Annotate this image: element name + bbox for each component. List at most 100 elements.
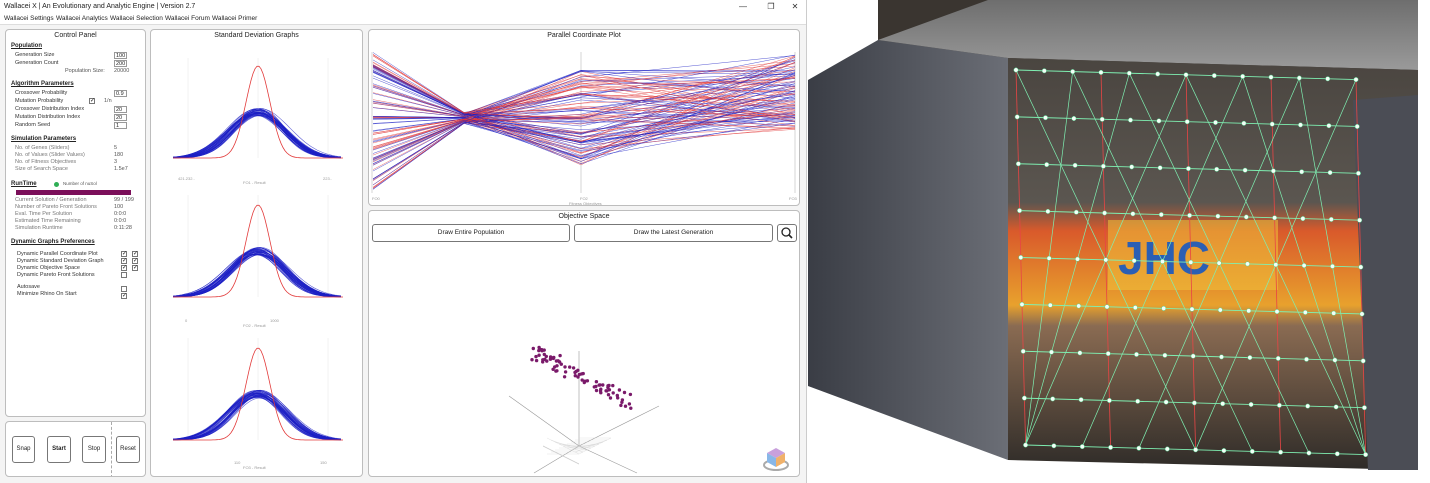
pareto-count-label: Number of Pareto Front Solutions [15,204,97,210]
grid-node [1214,166,1220,172]
objective-point [530,358,534,362]
sd-graphs-panel: Standard Deviation Graphs 421.232.. FO1 … [150,29,363,477]
start-button[interactable]: Start [47,436,71,463]
grid-node [1046,255,1052,261]
sim-runtime-label: Simulation Runtime [15,225,63,231]
stop-button[interactable]: Stop [82,436,106,463]
menu-forum[interactable]: Wallacei Forum [165,15,210,22]
mutation-prob-checkbox[interactable]: ✓ [89,98,96,104]
sd-blue-curve [172,249,342,297]
grid-node [1020,348,1026,354]
objective-point [581,371,585,376]
menu-primer[interactable]: Wallacei Primer [212,15,258,22]
grid-node [1136,445,1142,451]
objective-point [616,396,620,400]
objective-point [568,365,572,369]
objective-point [551,367,555,371]
sd-blue-curve [172,111,342,158]
control-panel-title: Control Panel [54,32,97,39]
sd-blue-curve [172,108,342,158]
seed-input[interactable]: 1 [114,122,127,129]
draw-latest-button[interactable]: Draw the Latest Generation [574,224,773,242]
pcp-line [372,55,796,119]
grid-node [1023,442,1029,448]
objective-point [623,404,628,408]
minimize-checkbox[interactable]: ✓ [121,293,128,299]
dyn-sd-checkbox-b[interactable]: ✓ [132,258,139,264]
sd-blue-curve [172,108,342,158]
pcp-line [372,72,796,162]
grid-node [1188,259,1194,265]
est-time-label: Estimated Time Remaining [15,218,81,224]
obj-axis-y [578,405,660,447]
crossover-dist-input[interactable]: 20 [114,106,127,113]
grid-node [1105,351,1111,357]
grid-node [1272,215,1278,221]
objective-point [629,406,633,410]
close-icon[interactable]: ✕ [791,2,799,11]
obj-floor-grid [542,445,580,465]
objective-point [619,403,623,408]
reset-button[interactable]: Reset [116,436,140,463]
pcp-line [372,118,796,150]
eval-time-value: 0:0:0 [114,211,127,217]
grid-node [1216,260,1222,266]
snap-button[interactable]: Snap [12,436,35,463]
objective-point [551,356,556,361]
objective-point [559,362,563,366]
dyn-pareto-checkbox[interactable] [121,272,127,278]
grid-node [1013,67,1019,73]
pcp-line [372,70,796,125]
side-wall [808,40,1008,460]
dyn-pcp-checkbox-a[interactable]: ✓ [121,251,128,257]
objective-point [607,388,612,392]
dyn-obj-checkbox-b[interactable]: ✓ [132,265,139,271]
crossover-prob-input[interactable]: 0.9 [114,90,127,97]
grid-node [1240,73,1246,79]
button-divider [111,422,112,476]
dyn-obj-checkbox-a[interactable]: ✓ [121,265,128,271]
sd-blue-curve [172,113,342,158]
dyn-pcp-checkbox-b[interactable]: ✓ [132,251,139,257]
objective-point [580,378,584,382]
objective-point [542,352,546,357]
grid-node [1328,216,1334,222]
objective-point [606,393,611,397]
grid-node [1126,70,1132,76]
zoom-button[interactable] [777,224,797,242]
draw-population-button[interactable]: Draw Entire Population [372,224,570,242]
pcp-line [372,90,796,151]
generation-count-input[interactable]: 200 [114,60,127,67]
objective-point [617,388,622,392]
grid-node [1241,120,1247,126]
minimize-icon[interactable]: — [739,2,747,11]
objective-point [548,355,553,359]
pcp-line [372,70,795,115]
grid-node [1299,169,1305,175]
mutation-prob-label: Mutation Probability [15,98,64,104]
autosave-checkbox[interactable] [121,286,127,292]
mutation-dist-input[interactable]: 20 [114,114,127,121]
menu-selection[interactable]: Wallacei Selection [110,15,163,22]
grid-node [1246,308,1252,314]
objective-point [563,365,567,369]
menu-analytics[interactable]: Wallacei Analytics [56,15,108,22]
grid-node [1355,170,1361,176]
obj-axis-neg [533,445,580,474]
grid-node [1073,209,1079,215]
generation-size-input[interactable]: 100 [114,52,127,59]
autosave-label: Autosave [17,284,40,290]
pcp-line [372,61,796,163]
view-cube-icon[interactable] [761,443,791,473]
objective-point [573,370,577,375]
grid-node [1302,309,1308,315]
maximize-icon[interactable]: ❐ [767,2,775,11]
dyn-sd-checkbox-a[interactable]: ✓ [121,258,128,264]
grid-node [1041,68,1047,74]
grid-node [1102,210,1108,216]
pcp-line [372,114,796,143]
menu-settings[interactable]: Wallacei Settings [4,15,54,22]
objective-point [594,388,599,393]
grid-node [1157,165,1163,171]
grid-node [1162,352,1168,358]
